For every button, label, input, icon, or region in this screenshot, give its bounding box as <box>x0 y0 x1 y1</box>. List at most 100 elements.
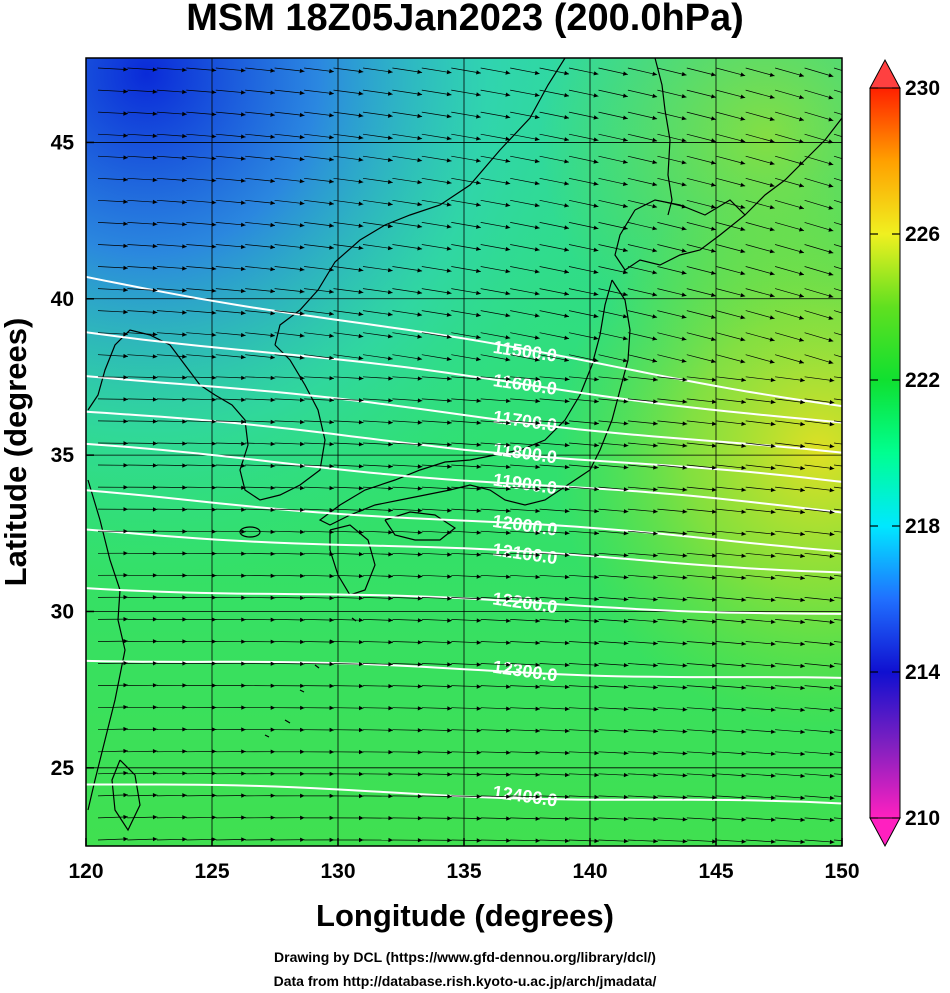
wind-arrow-head <box>270 705 276 710</box>
wind-arrow-head <box>741 839 747 844</box>
wind-arrow-head <box>769 94 775 99</box>
wind-arrow-shaft <box>627 574 658 579</box>
wind-arrow-shaft <box>215 199 246 204</box>
wind-arrow-shaft <box>775 530 805 535</box>
wind-arrow-head <box>329 551 335 557</box>
wind-arrow-shaft <box>539 751 570 754</box>
wind-arrow-head <box>211 178 217 183</box>
wind-arrow-head <box>182 67 187 72</box>
wind-arrow-head <box>770 751 776 756</box>
wind-arrow-head <box>388 837 393 843</box>
wind-arrow-shaft <box>333 133 364 139</box>
wind-arrow-head <box>770 729 776 734</box>
wind-arrow-head <box>829 466 835 471</box>
wind-arrow-head <box>535 640 541 645</box>
wind-arrow-head <box>358 618 364 623</box>
wind-arrow-head <box>740 337 746 342</box>
wind-arrow-head <box>829 729 835 735</box>
wind-arrow-shaft <box>186 155 217 160</box>
wind-arrow-head <box>535 838 541 843</box>
wind-arrow-shaft <box>745 685 776 689</box>
wind-arrow-head <box>241 793 246 798</box>
wind-arrow-head <box>712 509 717 514</box>
wind-arrow-head <box>682 751 688 756</box>
wind-arrow-shaft <box>657 111 687 120</box>
wind-arrow-shaft <box>804 663 835 667</box>
wind-arrow-head <box>152 507 158 512</box>
wind-arrow-shaft <box>304 354 334 359</box>
wind-arrow-shaft <box>362 530 393 533</box>
wind-arrow-shaft <box>480 310 511 317</box>
wind-arrow-shaft <box>274 89 305 94</box>
wind-arrow-shaft <box>451 89 481 96</box>
wind-arrow-head <box>712 751 717 756</box>
wind-arrow-shaft <box>127 376 158 378</box>
wind-arrow-shaft <box>480 663 511 666</box>
wind-arrow-head <box>329 529 335 535</box>
wind-arrow-head <box>506 398 511 403</box>
wind-arrow-shaft <box>510 310 540 317</box>
wind-arrow-head <box>712 619 717 624</box>
wind-arrow-shaft <box>568 244 599 252</box>
wind-arrow-shaft <box>510 751 541 754</box>
wind-arrow-shaft <box>392 244 423 250</box>
wind-arrow-head <box>623 509 629 514</box>
wind-arrow-head <box>653 421 658 426</box>
wind-arrow-head <box>799 205 804 210</box>
wind-arrow-shaft <box>451 817 482 819</box>
wind-arrow-shaft <box>451 597 482 600</box>
wind-arrow-shaft <box>686 486 717 491</box>
wind-arrow-shaft <box>97 67 129 70</box>
wind-arrow-head <box>417 618 423 623</box>
wind-arrow-head <box>652 204 658 209</box>
wind-arrow-shaft <box>421 574 452 578</box>
wind-arrow-shaft <box>686 839 717 843</box>
wind-arrow-shaft <box>627 177 658 186</box>
wind-arrow-head <box>417 794 423 799</box>
wind-arrow-head <box>535 420 541 426</box>
wind-arrow-shaft <box>745 266 775 275</box>
wind-arrow-shaft <box>333 111 364 117</box>
wind-arrow-shaft <box>833 707 842 709</box>
wind-arrow-head <box>829 685 835 691</box>
wind-arrow-head <box>182 111 187 117</box>
wind-arrow-head <box>182 749 187 754</box>
x-tick-label: 120 <box>68 860 103 883</box>
wind-arrow-shaft <box>775 222 805 231</box>
wind-arrow-head <box>358 355 364 361</box>
wind-arrow-shaft <box>215 552 246 555</box>
wind-arrow-shaft <box>215 398 246 401</box>
wind-arrow-head <box>358 223 364 228</box>
wind-arrow-shaft <box>362 155 393 161</box>
wind-arrow-head <box>299 333 305 338</box>
wind-arrow-head <box>123 507 128 512</box>
wind-arrow-head <box>476 574 482 579</box>
wind-arrow-head <box>299 289 305 294</box>
wind-arrow-head <box>593 137 599 142</box>
wind-arrow-shaft <box>833 486 842 489</box>
wind-arrow-head <box>476 158 481 163</box>
wind-arrow-head <box>740 248 746 254</box>
x-tick-label: 150 <box>824 860 859 883</box>
wind-arrow-shaft <box>215 332 246 336</box>
wind-arrow-head <box>388 706 393 711</box>
wind-arrow-shaft <box>245 177 276 182</box>
wind-arrow-head <box>594 618 599 624</box>
wind-arrow-shaft <box>627 398 658 403</box>
y-tick-label: 30 <box>51 600 74 623</box>
wind-arrow-head <box>653 509 658 514</box>
wind-arrow-shaft <box>775 795 806 799</box>
wind-arrow-head <box>741 663 747 668</box>
wind-arrow-head <box>447 618 452 623</box>
wind-arrow-shaft <box>627 839 658 842</box>
wind-arrow-head <box>240 310 246 316</box>
wind-arrow-shaft <box>598 310 628 318</box>
taiwan-coastline <box>111 759 141 832</box>
wind-arrow-head <box>828 359 834 365</box>
wind-arrow-shaft <box>539 199 570 207</box>
wind-arrow-shaft <box>274 597 305 599</box>
wind-arrow-head <box>859 466 864 470</box>
wind-arrow-head <box>769 138 775 143</box>
wind-arrow-head <box>506 552 511 557</box>
wind-arrow-head <box>770 663 776 668</box>
